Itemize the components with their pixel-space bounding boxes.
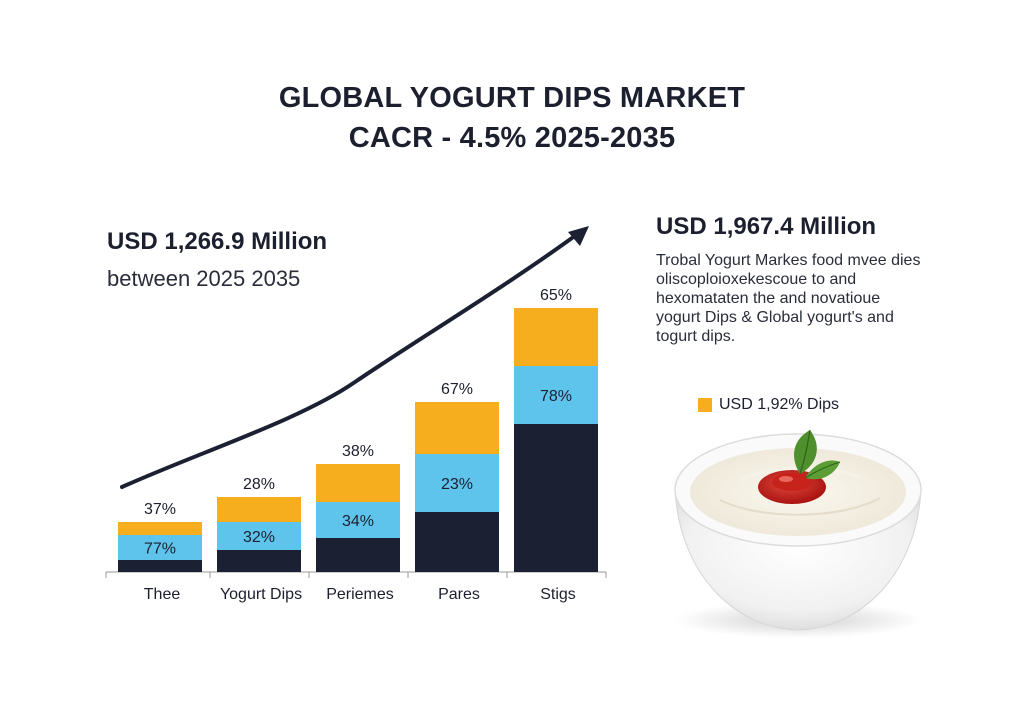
bar-segment — [415, 512, 499, 572]
bar-segment — [514, 308, 598, 366]
bar-segment — [316, 464, 400, 502]
bar-top-label: 28% — [243, 476, 275, 493]
bar-segment — [217, 497, 301, 522]
bar-top-label: 67% — [441, 381, 473, 398]
chart-title-line-2: CACR - 4.5% 2025-2035 — [348, 122, 676, 154]
bar-mid-label: 77% — [144, 541, 176, 558]
bar-segment — [118, 560, 202, 572]
right-kpi-value: USD 1,967.4 Million — [656, 213, 877, 240]
legend-label: USD 1,92% Dips — [719, 396, 840, 413]
bar-segment — [316, 538, 400, 572]
bar-segment — [415, 454, 499, 512]
trend-arrow-line — [120, 236, 574, 489]
left-kpi-subtitle: between 2025 2035 — [107, 266, 301, 291]
right-kpi-description: Trobal Yogurt Markes food mvee dies olis… — [656, 252, 921, 345]
x-tick-label: Pares — [438, 586, 480, 603]
x-tick-label: Thee — [144, 586, 181, 603]
bar-mid-label: 34% — [342, 513, 374, 530]
x-tick-label: Yogurt Dips — [220, 586, 302, 603]
bar-segment — [316, 502, 400, 538]
bar-top-label: 38% — [342, 443, 374, 460]
bar-segment — [415, 402, 499, 454]
bar-top-label: 37% — [144, 501, 176, 518]
chart-title-line-1: GLOBAL YOGURT DIPS MARKET — [278, 82, 746, 114]
bar-top-label: 65% — [540, 287, 572, 304]
bar-segment — [514, 424, 598, 572]
x-tick-label: Periemes — [326, 586, 394, 603]
trend-arrow-head — [568, 226, 589, 246]
x-tick-label: Stigs — [540, 586, 576, 603]
legend-swatch — [698, 398, 712, 412]
bar-segment — [118, 535, 202, 560]
bar-segment — [217, 550, 301, 572]
yogurt-bowl-icon — [673, 429, 923, 638]
bar-segment — [118, 522, 202, 535]
legend: USD 1,92% Dips — [698, 396, 839, 414]
bar-segment — [217, 522, 301, 550]
bar-mid-label: 23% — [441, 476, 473, 493]
bar-segment — [514, 366, 598, 424]
bar-mid-label: 32% — [243, 529, 275, 546]
bar-mid-label: 78% — [540, 388, 572, 405]
left-kpi-value: USD 1,266.9 Million — [107, 228, 328, 255]
